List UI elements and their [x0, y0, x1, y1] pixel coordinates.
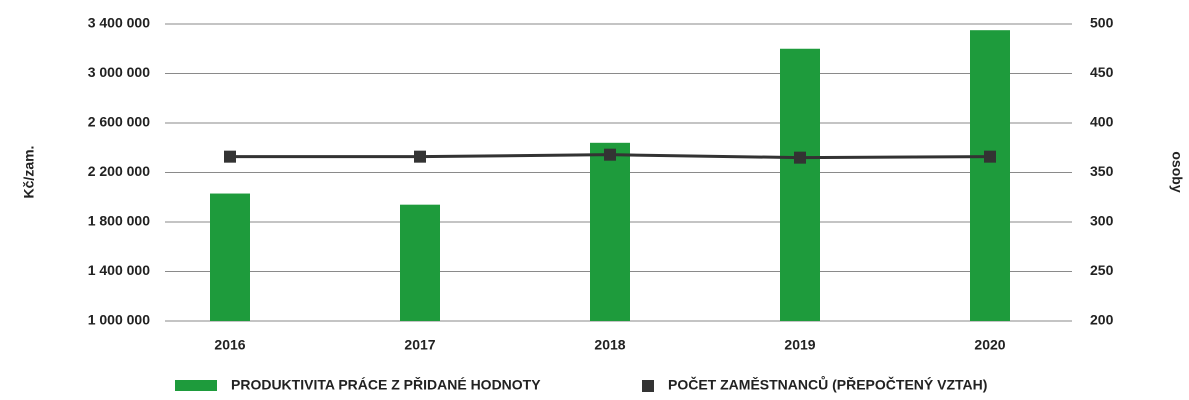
y2-tick-label: 300: [1090, 213, 1114, 229]
y-tick-label: 1 000 000: [88, 312, 150, 328]
y-axis-label: Kč/zam.: [21, 146, 37, 199]
x-tick-label: 2018: [594, 337, 625, 353]
legend-label: POČET ZAMĚSTNANCŮ (PŘEPOČTENÝ VZTAH): [668, 375, 987, 393]
line-marker: [414, 150, 426, 163]
bar: [780, 48, 820, 321]
y2-axis-label: osoby: [1169, 151, 1185, 192]
y2-tick-label: 500: [1090, 15, 1114, 31]
line-marker: [984, 150, 996, 163]
line-marker: [224, 150, 236, 163]
y2-tick-label: 350: [1090, 163, 1114, 179]
x-tick-label: 2020: [974, 337, 1005, 353]
y2-tick-label: 450: [1090, 64, 1114, 80]
bar: [590, 142, 630, 321]
y-tick-label: 1 400 000: [88, 262, 150, 278]
bar: [400, 204, 440, 321]
y-tick-label: 3 000 000: [88, 64, 150, 80]
y-tick-label: 2 200 000: [88, 163, 150, 179]
y-tick-label: 3 400 000: [88, 15, 150, 31]
legend-label: PRODUKTIVITA PRÁCE Z PŘIDANÉ HODNOTY: [231, 376, 541, 393]
y2-tick-label: 400: [1090, 114, 1114, 130]
y-tick-label: 1 800 000: [88, 213, 150, 229]
x-tick-label: 2016: [214, 337, 245, 353]
y2-tick-label: 200: [1090, 312, 1114, 328]
x-tick-label: 2017: [404, 337, 435, 353]
bar: [210, 193, 250, 321]
x-tick-label: 2019: [784, 337, 815, 353]
legend-swatch: [642, 380, 654, 392]
line-marker: [794, 151, 806, 164]
line-marker: [604, 148, 616, 161]
bar: [970, 30, 1010, 321]
legend-swatch: [175, 380, 217, 391]
y-tick-label: 2 600 000: [88, 114, 150, 130]
y2-tick-label: 250: [1090, 262, 1114, 278]
